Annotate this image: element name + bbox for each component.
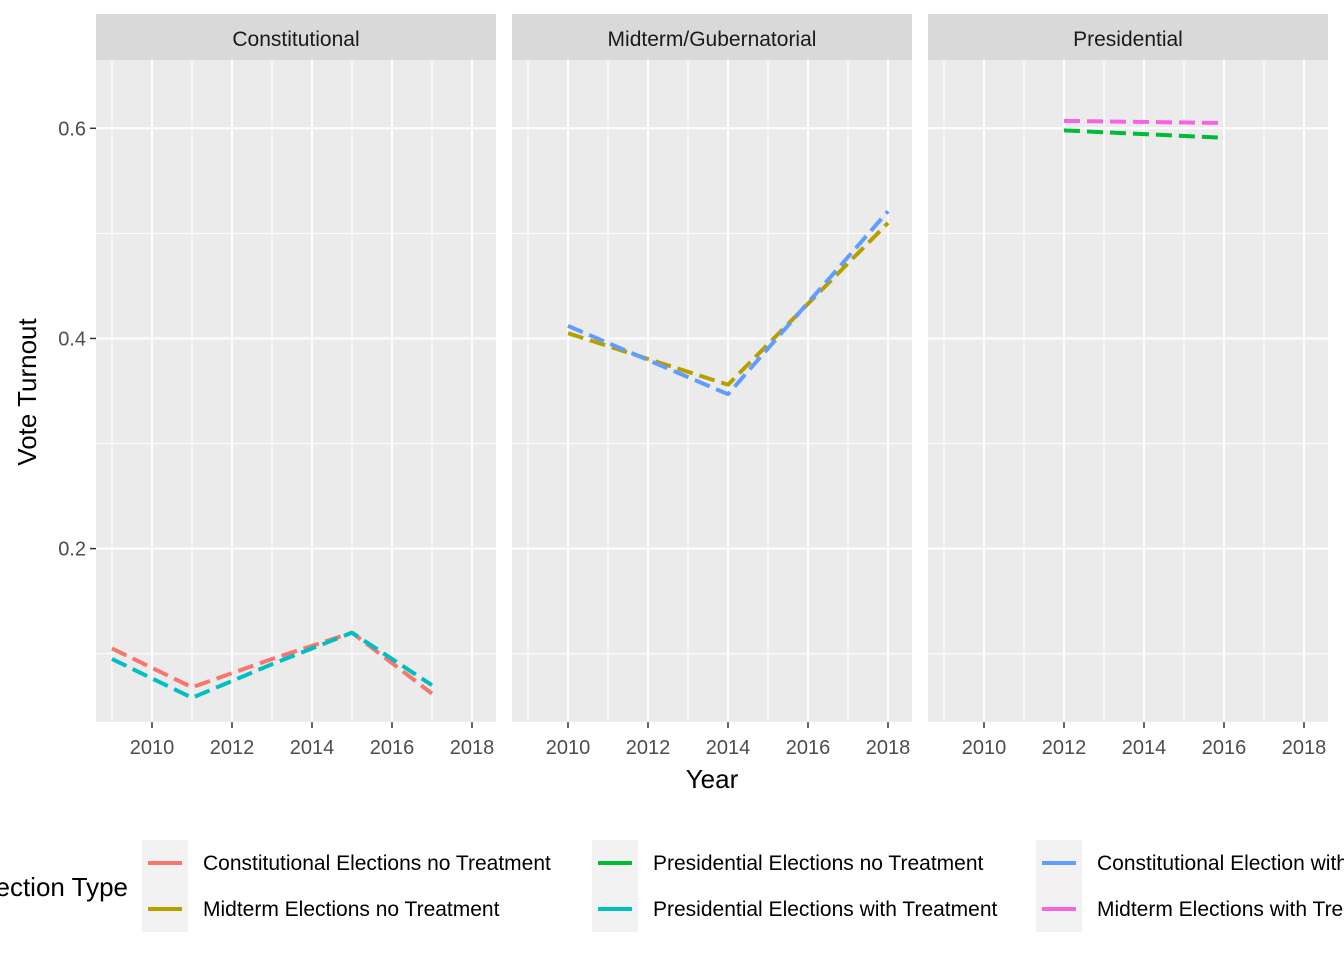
panel-background	[96, 60, 496, 722]
x-axis-panel-2: 2010 2012 2014 2016 2018	[546, 722, 911, 759]
x-axes: 2010 2012 2014 2016 2018 2010 2012 2014 2016 2018…	[130, 722, 1327, 759]
facet-strip	[512, 14, 912, 60]
x-tick-label: 2014	[290, 737, 335, 759]
legend: Election Type Constitutional Elections n…	[0, 840, 1344, 932]
x-tick-label: 2018	[1282, 737, 1327, 759]
x-tick-label: 2014	[706, 737, 751, 759]
legend-entry: Presidential Elections with Treatment	[592, 886, 997, 932]
legend-label: Presidential Elections no Treatment	[653, 852, 984, 875]
x-axis-panel-1: 2010 2012 2014 2016 2018	[130, 722, 495, 759]
y-tick-label: 0.4	[58, 328, 86, 350]
facet-strip	[96, 14, 496, 60]
series-line	[1063, 118, 1225, 125]
x-tick-label: 2016	[1202, 737, 1247, 759]
legend-entries: Constitutional Elections no Treatment Mid…	[142, 840, 1344, 932]
x-tick-label: 2012	[1042, 737, 1087, 759]
x-tick-label: 2010	[546, 737, 591, 759]
x-tick-label: 2016	[786, 737, 831, 759]
facet-strip-label: Midterm/Gubernatorial	[608, 28, 817, 51]
legend-label: Midterm Elections with Treatment	[1097, 898, 1344, 921]
x-tick-label: 2012	[626, 737, 671, 759]
facet-strip	[928, 14, 1328, 60]
legend-title: Election Type	[0, 872, 128, 902]
legend-label: Constitutional Elections no Treatment	[203, 852, 551, 875]
series-line	[567, 209, 890, 397]
legend-entry: Presidential Elections no Treatment	[592, 840, 984, 886]
x-axis-panel-3: 2010 2012 2014 2016 2018	[962, 722, 1327, 759]
facet-strip-label: Constitutional	[232, 28, 359, 51]
facet-panel-1: Constitutional	[96, 14, 496, 722]
facet-strip-label: Presidential	[1073, 28, 1183, 51]
x-tick-label: 2018	[866, 737, 911, 759]
y-axis: 0.2 0.4 0.6	[58, 118, 96, 561]
legend-entry: Midterm Elections no Treatment	[142, 886, 500, 932]
y-tick-label: 0.6	[58, 118, 86, 140]
series-line	[111, 630, 434, 700]
y-tick-label: 0.2	[58, 539, 86, 561]
x-tick-label: 2010	[962, 737, 1007, 759]
facet-panel-3: Presidential	[928, 14, 1328, 722]
x-axis-title: Year	[686, 764, 739, 794]
y-axis-title: Vote Turnout	[12, 318, 42, 466]
legend-entry: Midterm Elections with Treatment	[1036, 886, 1344, 932]
legend-label: Presidential Elections with Treatment	[653, 898, 997, 921]
legend-entry: Constitutional Elections no Treatment	[142, 840, 551, 886]
x-tick-label: 2016	[370, 737, 415, 759]
series-line	[1063, 128, 1225, 140]
legend-label: Midterm Elections no Treatment	[203, 898, 500, 921]
legend-entry: Constitutional Election with Treatment	[1036, 840, 1344, 886]
x-tick-label: 2010	[130, 737, 175, 759]
series-line	[111, 630, 434, 696]
panel-background	[512, 60, 912, 722]
facet-panel-2: Midterm/Gubernatorial	[512, 14, 912, 722]
facet-panels: Constitutional Midterm/Gubernatorial Presi…	[96, 14, 1328, 722]
x-tick-label: 2012	[210, 737, 255, 759]
x-tick-label: 2014	[1122, 737, 1167, 759]
panel-background	[928, 60, 1328, 722]
x-tick-label: 2018	[450, 737, 495, 759]
legend-label: Constitutional Election with Treatment	[1097, 852, 1344, 875]
